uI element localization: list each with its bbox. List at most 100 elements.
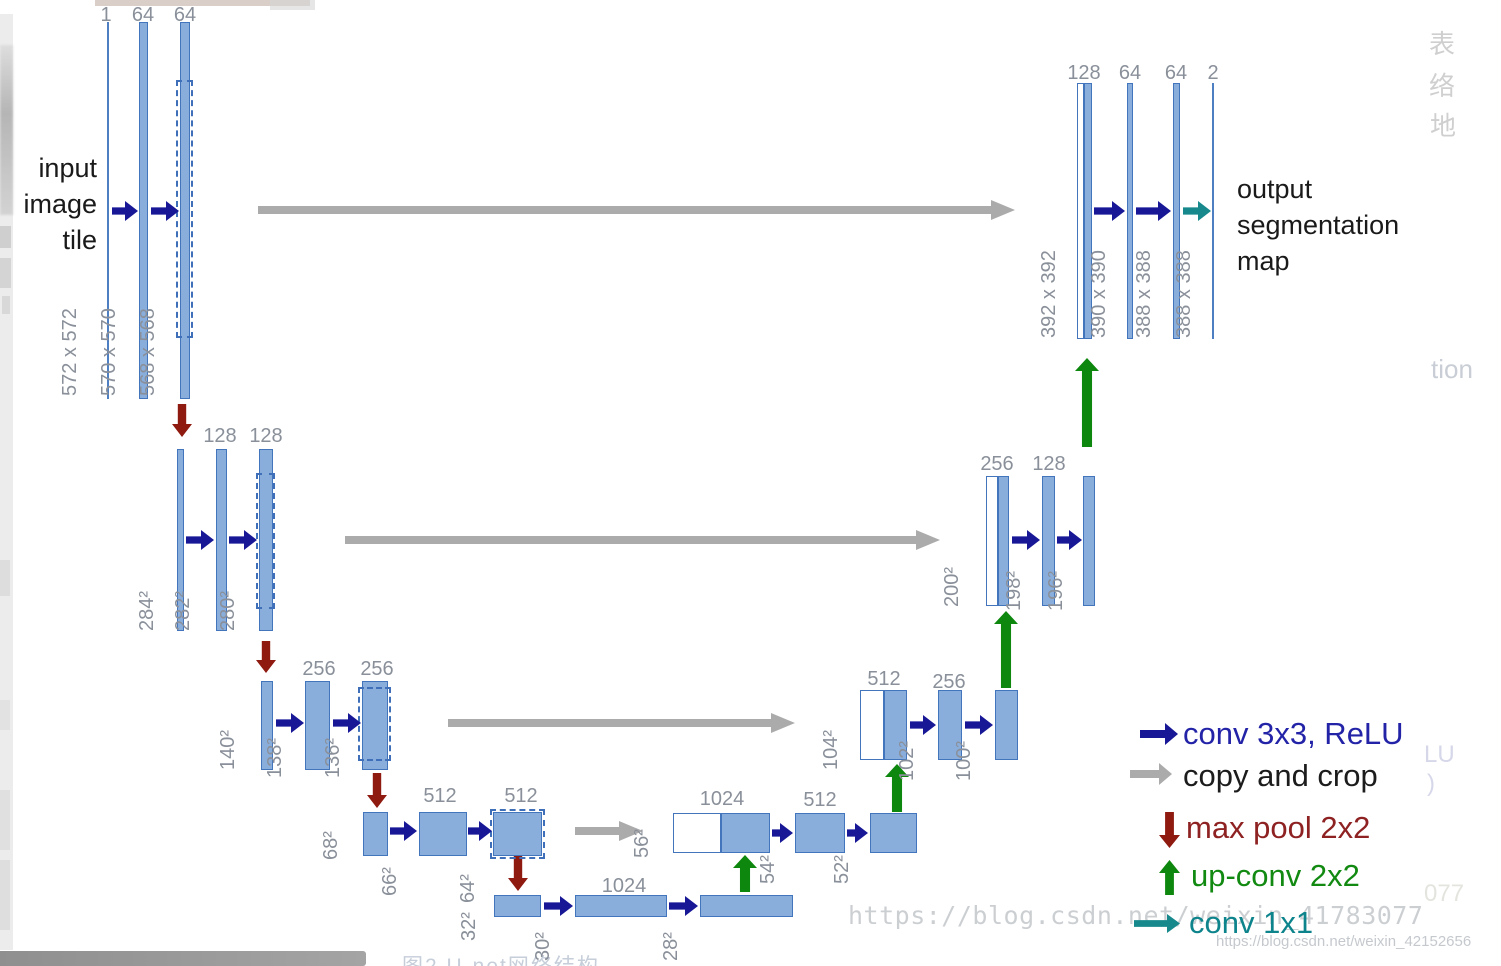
- channel-label: 2: [1207, 62, 1219, 84]
- background-artifact: [0, 226, 11, 248]
- legend-max-pool-arrow-icon: [1159, 812, 1180, 848]
- size-label: 32²: [458, 912, 480, 941]
- up-conv-arrow-3: [994, 611, 1018, 688]
- channel-label: 64: [1164, 62, 1188, 84]
- conv3x3-arrow: [965, 715, 993, 735]
- size-label: 392 x 392: [1038, 250, 1060, 338]
- edge-character: 表: [1429, 29, 1456, 59]
- dec1-output-bar: [1212, 83, 1214, 339]
- dec4-bar-3: [870, 813, 917, 853]
- enc1-bar-2: [139, 22, 148, 399]
- channel-label: 512: [504, 785, 538, 807]
- channel-label: 256: [302, 658, 336, 680]
- video-progress-bar: [0, 951, 366, 966]
- dec4-bar-2: [795, 813, 845, 853]
- size-label: 28²: [660, 932, 682, 961]
- enc2-crop-region: [256, 473, 275, 609]
- dec4-bar-1: [721, 813, 770, 853]
- background-artifact: [270, 0, 315, 10]
- enc4-crop-region: [490, 809, 545, 859]
- up-conv-arrow-1: [733, 855, 757, 892]
- size-label: 136²: [322, 737, 344, 778]
- conv3x3-arrow: [1136, 201, 1171, 221]
- conv3x3-arrow: [390, 821, 417, 841]
- channel-label: 128: [1067, 62, 1101, 84]
- enc4-bar-3: [493, 812, 542, 856]
- background-artifact: [95, 0, 310, 6]
- legend-conv1x1-label: conv 1x1: [1189, 905, 1314, 940]
- background-artifact: [0, 790, 10, 850]
- size-label: 56²: [631, 829, 653, 858]
- edge-character: 地: [1430, 111, 1457, 141]
- enc2-bar-3: [259, 449, 273, 631]
- size-label: 104²: [820, 729, 842, 770]
- conv3x3-arrow: [186, 530, 214, 550]
- enc1-crop-region: [176, 80, 193, 338]
- dec3-copied-features: [860, 690, 884, 760]
- enc3-crop-region: [358, 687, 391, 761]
- edge-text-fragment: 077: [1424, 880, 1465, 907]
- size-label: 138²: [264, 737, 286, 778]
- size-label: 102²: [896, 740, 918, 781]
- channel-label: 256: [932, 671, 966, 693]
- size-label: 198²: [1003, 570, 1025, 611]
- enc3-bar-1: [261, 681, 273, 770]
- channel-label: 256: [360, 658, 394, 680]
- channel-label: 1024: [699, 788, 745, 810]
- dec2-bar-2: [1042, 476, 1055, 606]
- channel-label: 128: [249, 425, 283, 447]
- edge-character: 络: [1429, 71, 1456, 101]
- output-segmentation-map-label: output segmentation map: [1237, 174, 1400, 276]
- dec3-bar-1: [884, 690, 907, 760]
- edge-text-fragment: ): [1427, 770, 1435, 797]
- background-artifact: [0, 258, 11, 288]
- conv3x3-arrow: [669, 896, 698, 916]
- dec4-copied-features: [673, 813, 721, 853]
- size-label: 568 x 568: [137, 308, 159, 396]
- size-label: 52²: [831, 855, 853, 884]
- dec1-bar-2: [1127, 83, 1133, 339]
- size-label: 196²: [1045, 570, 1067, 611]
- max-pool-arrow-4: [508, 856, 528, 891]
- legend-up-conv-arrow-icon: [1159, 860, 1180, 895]
- size-label: 388 x 388: [1173, 250, 1195, 338]
- conv3x3-arrow: [468, 821, 492, 841]
- conv3x3-arrow: [1057, 530, 1082, 550]
- dec1-bar-1: [1084, 83, 1092, 339]
- dec1-copied-features: [1077, 83, 1084, 339]
- channel-label: 1024: [601, 875, 647, 897]
- channel-label: 512: [867, 668, 901, 690]
- size-label: 280²: [217, 590, 239, 631]
- background-artifact: [0, 560, 10, 596]
- dec2-bar-1: [998, 476, 1009, 606]
- size-label: 140²: [217, 729, 239, 770]
- legend-conv3x3-arrow-icon: [1140, 723, 1178, 745]
- channel-label: 64: [173, 4, 197, 26]
- size-label: 30²: [532, 932, 554, 961]
- size-label: 570 x 570: [98, 308, 120, 396]
- size-label: 200²: [941, 566, 963, 607]
- legend-copy-crop-label: copy and crop: [1183, 758, 1378, 793]
- legend-up-conv-label: up-conv 2x2: [1191, 858, 1360, 893]
- conv3x3-arrow: [151, 201, 179, 221]
- enc4-bar-1: [363, 812, 388, 856]
- enc4-bar-2: [419, 812, 467, 856]
- size-label: 66²: [379, 867, 401, 896]
- background-artifact: [0, 700, 10, 730]
- conv3x3-arrow: [910, 715, 936, 735]
- background-artifact: [0, 45, 13, 215]
- conv3x3-arrow: [229, 530, 257, 550]
- copy-crop-arrow-l3: [448, 713, 795, 733]
- channel-label: 1: [100, 4, 112, 26]
- dec2-bar-3: [1083, 476, 1095, 606]
- conv3x3-arrow: [847, 823, 868, 843]
- dec2-copied-features: [986, 476, 998, 606]
- size-label: 572 x 572: [59, 308, 81, 396]
- size-label: 54²: [757, 855, 779, 884]
- edge-text-fragment: tion: [1431, 354, 1473, 384]
- input-image-tile-label: input image tile: [23, 153, 97, 255]
- enc2-bar-2: [216, 449, 227, 631]
- enc1-input-bar: [107, 22, 109, 399]
- channel-label: 128: [1032, 453, 1066, 475]
